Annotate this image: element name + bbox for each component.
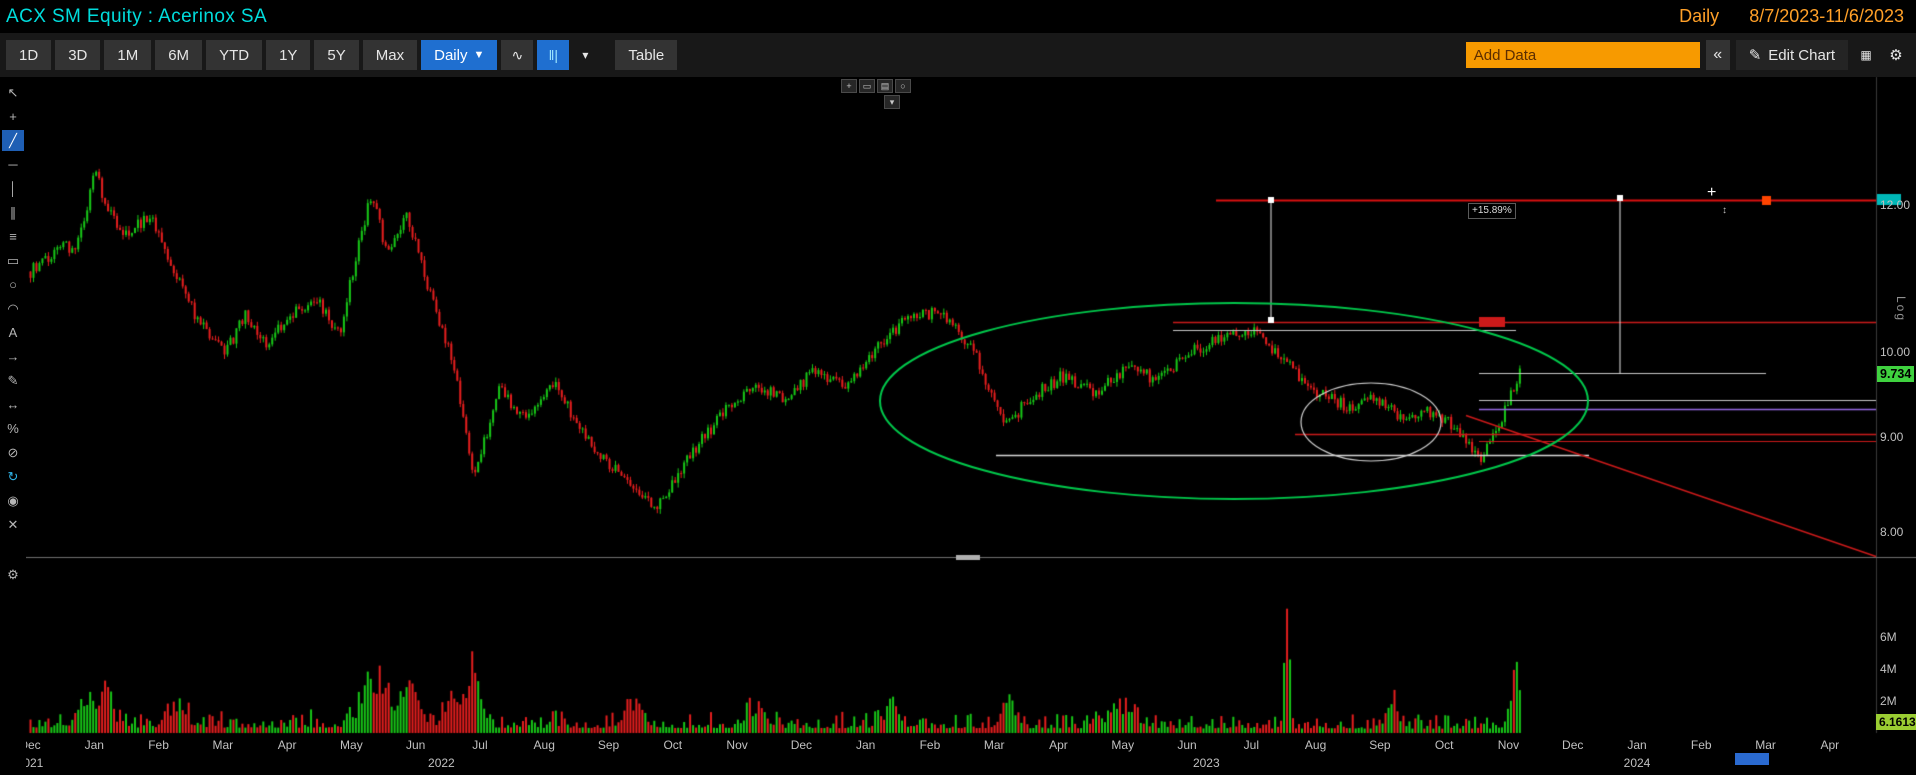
rectangle-tool[interactable]: ▭ — [6, 253, 20, 268]
mini-layers-icon[interactable]: ▤ — [877, 79, 893, 93]
range-button-6m[interactable]: 6M — [155, 40, 203, 70]
mini-dropdown-icon[interactable]: ▾ — [884, 95, 900, 109]
measure-tool[interactable]: ↔ — [6, 397, 20, 412]
toolbar-left-group: 1D 3D 1M 6M YTD 1Y 5Y Max Daily ▼ ∿ ‖| ▾… — [0, 40, 678, 70]
floating-mini-toolbar: + ▭ ▤ ○ — [841, 79, 911, 93]
edit-chart-label: Edit Chart — [1768, 46, 1835, 64]
range-button-3d[interactable]: 3D — [55, 40, 101, 70]
text-tool[interactable]: A — [8, 325, 18, 340]
mini-zoom-icon[interactable]: ○ — [895, 79, 911, 93]
crosshair-tool[interactable]: + — [9, 109, 17, 124]
fibonacci-tool[interactable]: ≡ — [9, 229, 17, 244]
range-button-max[interactable]: Max — [362, 40, 418, 70]
add-data-input[interactable]: Add Data — [1465, 42, 1700, 68]
refresh-tool[interactable]: ↻ — [7, 469, 19, 484]
drawing-tools-sidebar: ↖ + ╱ ─ │ ∥ ≡ ▭ ○ ◠ A → ✎ ↔% ⊘ ↻ ◉ ✕ ⚙ — [0, 77, 26, 775]
channel-tool[interactable]: ∥ — [9, 205, 17, 220]
pencil-tool[interactable]: ✎ — [7, 373, 19, 388]
settings-tool[interactable]: ⚙ — [7, 567, 19, 582]
pin-tool[interactable]: ◉ — [7, 493, 19, 508]
range-button-1m[interactable]: 1M — [104, 40, 152, 70]
pencil-icon: ✎ — [1748, 47, 1762, 64]
vertical-line-tool[interactable]: │ — [8, 181, 18, 196]
frequency-dropdown[interactable]: Daily ▼ — [421, 40, 498, 70]
candlestick-chart-icon[interactable]: ‖| — [537, 40, 570, 70]
eraser-tool[interactable]: ⊘ — [7, 445, 19, 460]
pointer-tool[interactable]: ↖ — [7, 85, 19, 100]
title-right-group: Daily 8/7/2023-11/6/2023 — [1679, 6, 1916, 27]
edit-chart-button[interactable]: ✎ Edit Chart — [1735, 40, 1848, 70]
trendline-tool[interactable]: ╱ — [2, 130, 24, 151]
frequency-dropdown-value: Daily — [434, 46, 468, 64]
title-bar: ACX SM Equity : Acerinox SA Daily 8/7/20… — [0, 0, 1916, 33]
frequency-label: Daily — [1679, 6, 1720, 26]
horizontal-line-tool[interactable]: ─ — [8, 157, 18, 172]
date-range-label: 8/7/2023-11/6/2023 — [1749, 6, 1904, 26]
range-button-ytd[interactable]: YTD — [206, 40, 263, 70]
mini-rect-icon[interactable]: ▭ — [859, 79, 875, 93]
chart-toolbar: 1D 3D 1M 6M YTD 1Y 5Y Max Daily ▼ ∿ ‖| ▾… — [0, 33, 1916, 77]
annotate-chart-icon[interactable]: ▦ — [1854, 40, 1878, 70]
settings-gear-icon[interactable]: ⚙ — [1884, 40, 1908, 70]
collapse-panel-icon[interactable]: « — [1705, 40, 1730, 70]
line-chart-icon[interactable]: ∿ — [501, 40, 534, 70]
timeline-scrollbar-thumb[interactable] — [1735, 753, 1769, 765]
delete-tool[interactable]: ✕ — [7, 517, 19, 532]
dropdown-arrow-icon: ▼ — [473, 49, 485, 61]
table-button[interactable]: Table — [615, 40, 678, 70]
security-title: ACX SM Equity : Acerinox SA — [6, 5, 268, 27]
range-button-5y[interactable]: 5Y — [314, 40, 359, 70]
arc-tool[interactable]: ◠ — [7, 301, 19, 316]
toolbar-right-group: Add Data « ✎ Edit Chart ▦ ⚙ — [1465, 33, 1916, 77]
ellipse-tool[interactable]: ○ — [9, 277, 17, 292]
arrow-tool[interactable]: → — [6, 349, 20, 364]
floating-mini-toolbar-sub: ▾ — [884, 95, 900, 109]
chart-type-dropdown-icon[interactable]: ▾ — [573, 40, 598, 70]
percent-tool[interactable]: % — [7, 421, 19, 436]
mini-pan-icon[interactable]: + — [841, 79, 857, 93]
range-button-1y[interactable]: 1Y — [266, 40, 311, 70]
range-button-1d[interactable]: 1D — [6, 40, 52, 70]
